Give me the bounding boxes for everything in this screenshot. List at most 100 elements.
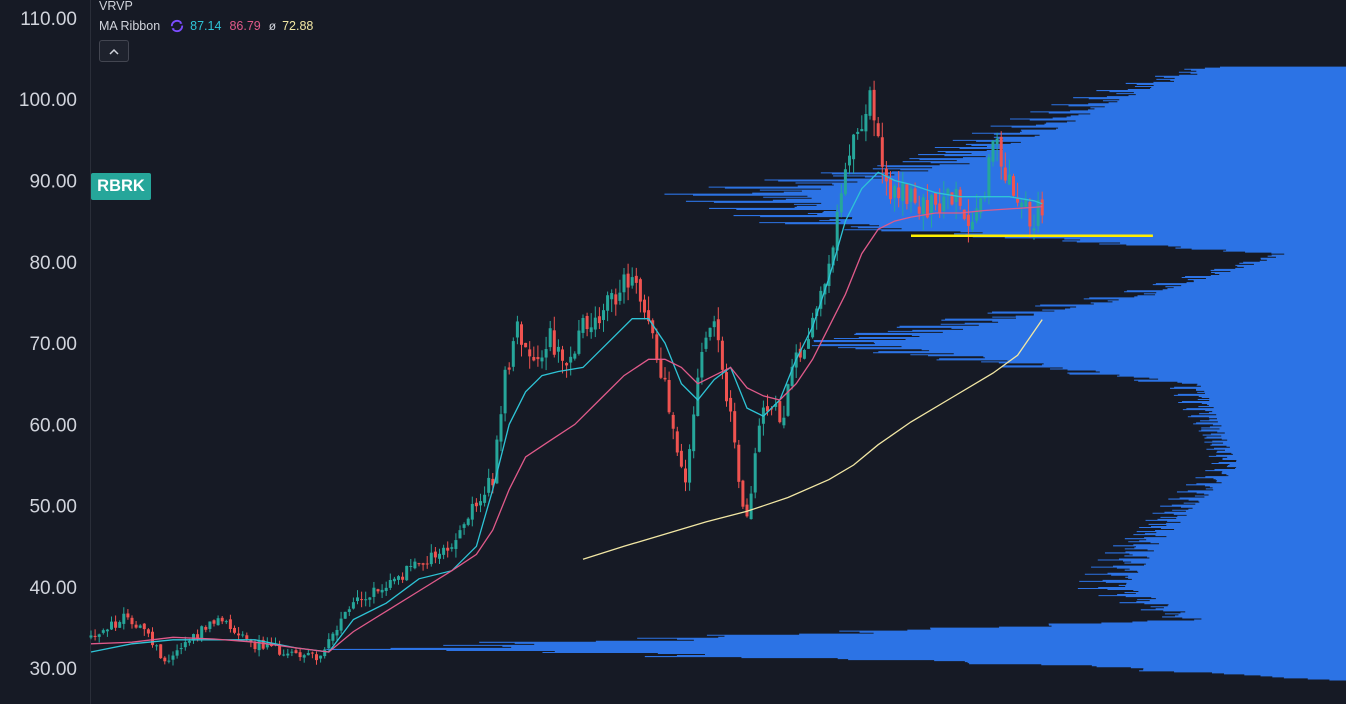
candle-body — [839, 193, 843, 213]
ma-fast-line — [90, 171, 1043, 653]
candle-body — [1040, 199, 1044, 216]
candle-body — [105, 629, 109, 632]
candle-body — [380, 589, 384, 593]
candle-body — [216, 618, 220, 626]
candle-body — [146, 629, 150, 634]
candle-body — [319, 655, 323, 659]
candle-body — [335, 629, 339, 636]
candle-body — [556, 346, 560, 352]
candle-body — [155, 645, 159, 647]
ma-ribbon-row[interactable]: MA Ribbon 87.14 86.79 ø 72.88 — [99, 16, 313, 36]
candle-body — [696, 377, 700, 416]
candle-body — [700, 351, 704, 378]
candle-body — [327, 639, 331, 649]
candle-body — [647, 310, 651, 322]
vrvp-row[interactable]: VRVP — [99, 0, 313, 16]
candle-body — [364, 599, 368, 601]
candle-body — [766, 406, 769, 412]
candle-body — [720, 340, 724, 370]
candle-body — [667, 379, 671, 413]
candle-body — [233, 627, 236, 633]
candle-body — [725, 372, 728, 402]
indicator-legend: VRVP MA Ribbon 87.14 86.79 ø 72.88 — [99, 0, 313, 62]
candle-body — [749, 493, 753, 520]
candle-body — [302, 655, 306, 658]
candle-body — [1003, 167, 1007, 181]
candle-body — [630, 277, 634, 286]
candle-body — [843, 169, 847, 195]
candle-body — [298, 652, 302, 658]
candle-body — [930, 195, 933, 215]
ma-slow-line — [582, 319, 1043, 560]
candle-body — [729, 397, 733, 412]
candle-body — [618, 292, 622, 301]
candle-body — [159, 644, 163, 659]
candle-body — [356, 597, 359, 602]
candle-body — [991, 140, 995, 162]
candle-body — [97, 634, 101, 637]
candle-body — [462, 524, 466, 528]
candle-body — [651, 320, 655, 334]
candlestick-series — [89, 80, 1044, 666]
candle-body — [417, 563, 421, 565]
candle-body — [204, 626, 208, 630]
candle-body — [388, 579, 392, 588]
candle-body — [585, 315, 589, 330]
candle-body — [1012, 176, 1015, 196]
candle-body — [790, 366, 794, 386]
candle-body — [409, 565, 413, 567]
candle-body — [889, 178, 892, 200]
candle-body — [126, 613, 130, 618]
candle-body — [310, 652, 314, 654]
candle-body — [552, 330, 556, 355]
candle-body — [429, 552, 433, 565]
candle-body — [643, 299, 646, 313]
phi-symbol: ø — [268, 19, 277, 33]
candle-body — [606, 295, 610, 311]
candle-body — [499, 414, 503, 442]
candle-body — [774, 404, 778, 407]
sync-icon[interactable] — [170, 19, 184, 33]
candle-body — [187, 640, 191, 643]
candle-body — [901, 182, 905, 201]
candle-body — [827, 263, 831, 287]
chevron-up-icon — [109, 48, 119, 55]
candle-body — [540, 357, 544, 362]
candle-body — [913, 188, 917, 203]
candle-body — [561, 349, 564, 361]
candle-body — [503, 369, 507, 414]
y-tick-label: 30.00 — [29, 659, 77, 680]
candle-body — [692, 414, 696, 452]
candle-body — [757, 425, 761, 452]
candle-body — [1032, 228, 1036, 231]
candle-body — [200, 626, 204, 640]
candle-body — [212, 620, 216, 624]
candle-body — [528, 349, 532, 357]
candle-body — [909, 188, 913, 202]
candle-body — [351, 602, 355, 609]
candle-body — [815, 308, 819, 317]
y-tick-label: 90.00 — [29, 171, 77, 192]
y-tick-label: 80.00 — [29, 253, 77, 274]
candle-body — [942, 196, 946, 212]
candle-body — [487, 477, 491, 493]
moving-average-lines — [90, 171, 1043, 653]
ma-ribbon-label: MA Ribbon — [99, 19, 161, 33]
y-tick-label: 110.00 — [20, 9, 77, 30]
candle-body — [852, 134, 856, 160]
collapse-legend-button[interactable] — [99, 40, 129, 62]
candle-body — [589, 327, 593, 333]
candle-body — [663, 377, 667, 380]
candle-body — [520, 324, 523, 345]
candle-body — [975, 208, 979, 221]
candle-body — [716, 319, 720, 341]
candle-body — [421, 563, 425, 565]
candle-body — [971, 221, 974, 230]
candle-body — [286, 653, 290, 656]
candle-body — [565, 363, 569, 366]
candle-body — [860, 129, 864, 132]
candle-body — [819, 290, 823, 309]
candle-body — [151, 631, 154, 646]
candle-body — [1007, 174, 1011, 185]
